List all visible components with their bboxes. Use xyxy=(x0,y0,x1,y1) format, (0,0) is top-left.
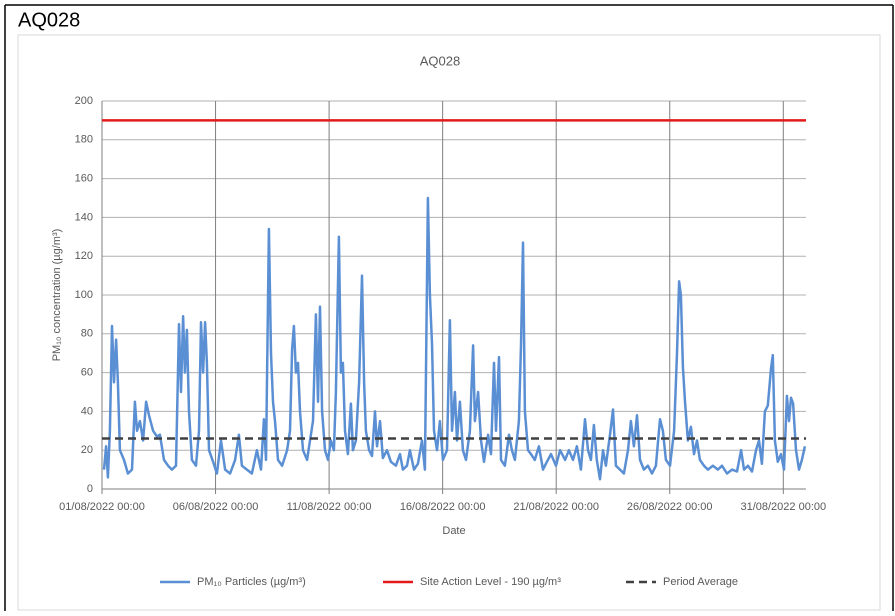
y-tick-label: 140 xyxy=(75,211,93,223)
y-tick-label: 120 xyxy=(75,250,93,262)
y-axis-label: PM₁₀ concentration (µg/m³) xyxy=(51,229,63,362)
x-tick-label: 31/08/2022 00:00 xyxy=(740,501,826,513)
x-tick-label: 01/08/2022 00:00 xyxy=(59,501,145,513)
y-tick-label: 80 xyxy=(81,328,93,340)
x-axis-label: Date xyxy=(442,525,465,537)
y-tick-label: 160 xyxy=(75,173,93,185)
legend-label: PM₁₀ Particles (µg/m³) xyxy=(197,576,306,588)
page-title: AQ028 xyxy=(18,9,80,31)
y-tick-label: 20 xyxy=(81,444,93,456)
y-tick-label: 40 xyxy=(81,405,93,417)
chart-title: AQ028 xyxy=(420,53,460,68)
y-tick-label: 100 xyxy=(75,289,93,301)
legend-label: Period Average xyxy=(663,576,738,588)
y-tick-label: 200 xyxy=(75,95,93,107)
y-tick-label: 0 xyxy=(87,483,93,495)
x-tick-label: 11/08/2022 00:00 xyxy=(287,501,372,513)
data-line xyxy=(102,196,807,481)
y-tick-label: 60 xyxy=(81,367,93,379)
x-tick-label: 16/08/2022 00:00 xyxy=(400,501,486,513)
x-tick-label: 06/08/2022 00:00 xyxy=(173,501,259,513)
legend-label: Site Action Level - 190 µg/m³ xyxy=(420,576,561,588)
x-tick-label: 26/08/2022 00:00 xyxy=(627,501,713,513)
y-tick-label: 180 xyxy=(75,134,93,146)
x-tick-label: 21/08/2022 00:00 xyxy=(513,501,599,513)
